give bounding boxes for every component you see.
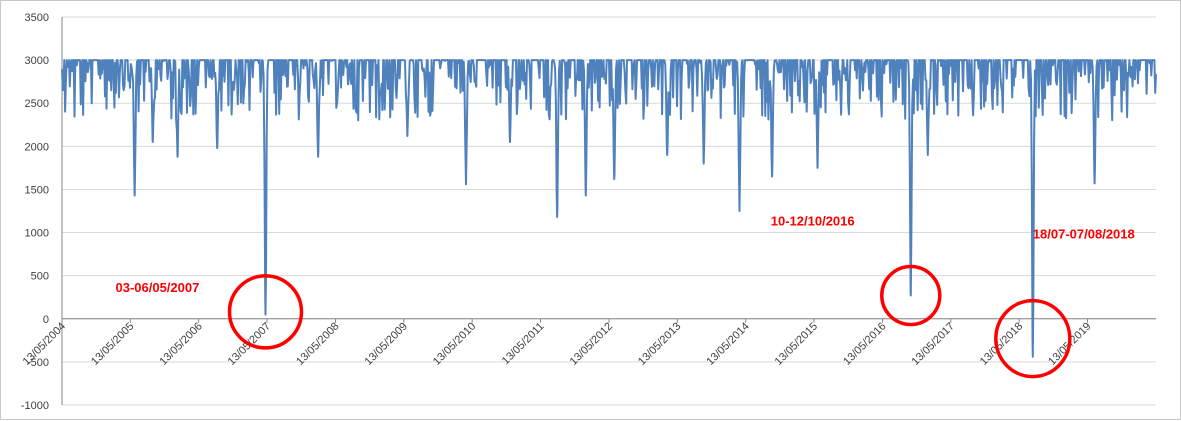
x-tick-label: 13/05/2005 [89, 320, 136, 367]
y-tick-label: -1000 [21, 400, 49, 412]
x-tick-label: 13/05/2016 [841, 320, 888, 367]
y-tick-label: 3500 [25, 12, 49, 24]
y-tick-label: 1000 [25, 228, 49, 240]
y-tick-label: 2000 [25, 141, 49, 153]
x-tick-label: 13/05/2006 [157, 320, 204, 367]
x-tick-label: 13/05/2012 [568, 320, 615, 367]
x-tick-labels: 13/05/2004 13/05/2005 13/05/2006 13/05/2007… [21, 318, 1094, 368]
annotations: 03-06/05/2007 10-12/10/2016 18/07-07/08/20… [115, 213, 1135, 379]
x-tick-label: 13/05/2013 [636, 320, 683, 367]
y-tick-label: 500 [31, 271, 49, 283]
y-tick-label: 0 [43, 314, 49, 326]
series-line [61, 59, 1157, 358]
annotation-label: 03-06/05/2007 [115, 280, 199, 295]
x-tick-label: 13/05/2014 [704, 320, 751, 367]
y-tick-label: 3000 [25, 55, 49, 67]
annotation-label: 18/07-07/08/2018 [1033, 227, 1135, 242]
series-layer [61, 59, 1157, 358]
annotation-circle [227, 274, 304, 350]
x-tick-label: 13/05/2009 [363, 320, 410, 367]
y-tick-label: 2500 [25, 98, 49, 110]
annotation-circle [994, 298, 1072, 379]
y-tick-labels: -1000 -500 0 500 1000 1500 2000 2500 3000 3500 [21, 12, 49, 412]
y-tick-label: -500 [27, 357, 49, 369]
y-tick-label: 1500 [25, 184, 49, 196]
annotation-circle [880, 264, 942, 327]
x-tick-label: 13/05/2017 [910, 320, 957, 367]
x-tick-label: 13/05/2011 [500, 320, 547, 367]
x-tick-label: 13/05/2008 [294, 320, 341, 367]
annotation-label: 10-12/10/2016 [771, 213, 855, 228]
x-tick-label: 13/05/2015 [773, 320, 820, 367]
x-tick-label: 13/05/2010 [431, 320, 478, 367]
